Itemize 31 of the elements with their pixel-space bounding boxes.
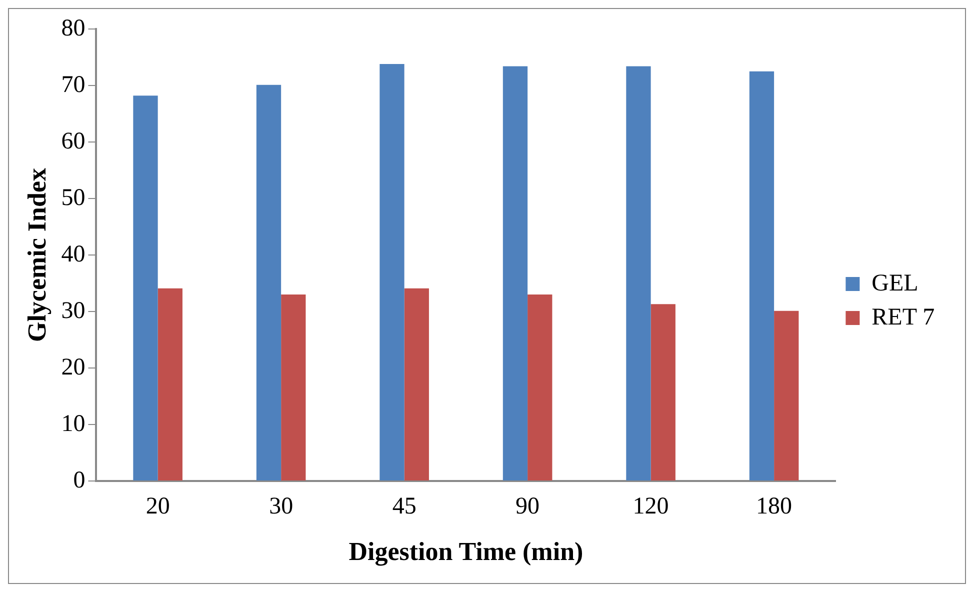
y-tick-label: 50 <box>61 184 86 211</box>
y-tick-label: 20 <box>61 354 86 380</box>
y-tick-label: 40 <box>61 241 86 268</box>
y-tick-label: 30 <box>61 298 86 324</box>
bar <box>380 64 404 480</box>
x-tick-label: 45 <box>392 494 416 520</box>
bar <box>774 310 799 480</box>
y-axis-title: Glycemic Index <box>22 168 52 342</box>
bar <box>626 66 651 480</box>
y-tick-label: 10 <box>61 410 86 437</box>
x-tick-label: 120 <box>632 494 669 520</box>
x-tick-label: 90 <box>516 494 540 520</box>
bar <box>133 96 158 480</box>
bar <box>281 294 306 480</box>
x-tick-label: 20 <box>146 494 170 520</box>
bar <box>650 304 676 480</box>
bar <box>404 288 429 480</box>
bar <box>158 288 182 480</box>
bar <box>528 294 552 480</box>
y-tick-label: 60 <box>61 128 86 154</box>
x-axis-title: Digestion Time (min) <box>348 537 584 566</box>
legend-label: GEL <box>872 270 918 296</box>
y-tick-label: 0 <box>73 467 86 494</box>
bar <box>256 84 282 480</box>
y-tick-label: 80 <box>61 15 86 42</box>
bar <box>502 66 528 480</box>
bar <box>749 71 774 480</box>
x-tick-label: 180 <box>756 494 792 520</box>
legend-label: RET 7 <box>872 304 935 330</box>
y-tick-label: 70 <box>61 72 86 98</box>
x-tick-label: 30 <box>269 494 294 520</box>
